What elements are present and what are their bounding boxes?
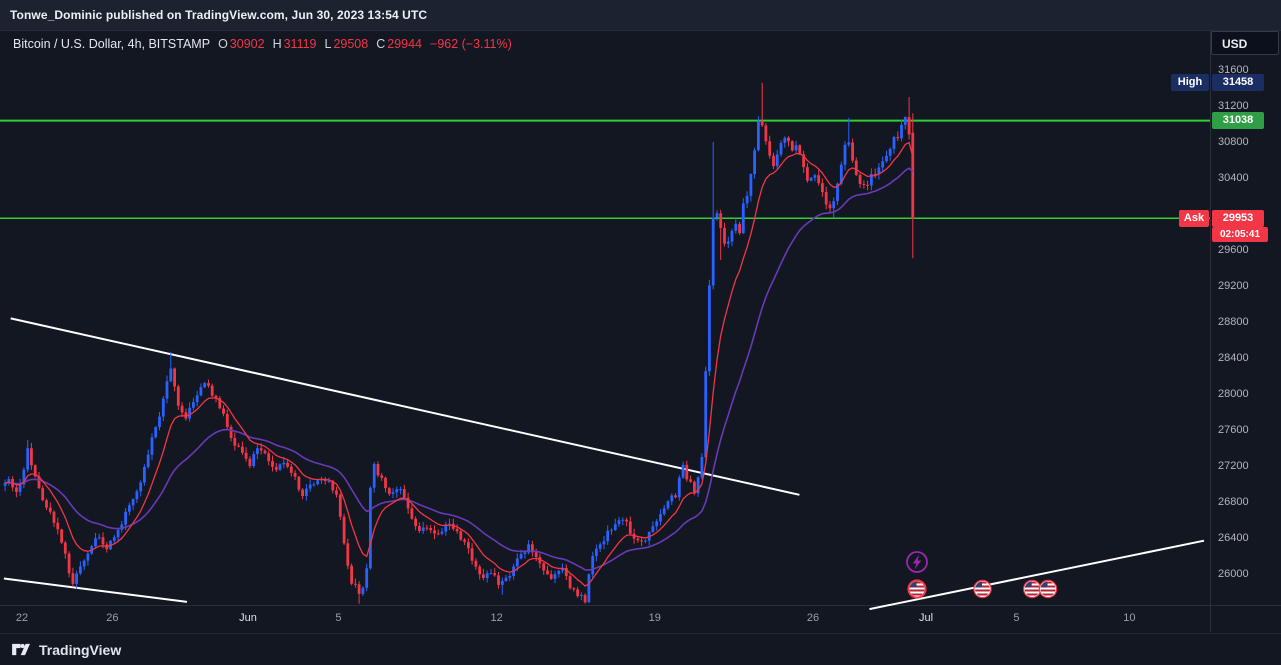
high-label-tag: High [1171, 74, 1209, 92]
footer-bar: TradingView [0, 633, 1281, 665]
high-label: H [272, 37, 282, 51]
x-axis-tick-label: 5 [335, 612, 342, 624]
x-axis-tick-label: 19 [648, 612, 661, 624]
us-flag-event-icon[interactable] [907, 579, 927, 599]
y-axis-tick-label: 29600 [1218, 244, 1249, 256]
price-axis[interactable]: 31600 31200 30800 30400 29600 29200 28800 28400… [1211, 0, 1281, 665]
y-axis-tick-label: 28800 [1218, 316, 1249, 328]
close-label: C [376, 37, 386, 51]
y-axis-tick-label: 30400 [1218, 172, 1249, 184]
x-axis-tick-label: Jun [239, 612, 257, 624]
bar-close-countdown: 02:05:41 [1212, 227, 1268, 243]
symbol-title[interactable]: Bitcoin / U.S. Dollar, 4h, BITSTAMP [13, 37, 211, 51]
y-axis-tick-label: 26000 [1218, 568, 1249, 580]
y-axis-tick-label: 26400 [1218, 532, 1249, 544]
trendline[interactable] [10, 317, 800, 496]
trendline[interactable] [869, 539, 1205, 611]
trendline[interactable] [3, 577, 188, 603]
publish-bar: Tonwe_Dominic published on TradingView.c… [0, 0, 1281, 31]
y-axis-tick-label: 30800 [1218, 136, 1249, 148]
tradingview-logo-icon[interactable] [10, 641, 31, 658]
us-flag-event-icon[interactable] [973, 579, 992, 599]
y-axis-tick-label: 27200 [1218, 460, 1249, 472]
high-value: 31119 [283, 37, 317, 51]
x-axis-tick-label: 5 [1013, 612, 1020, 624]
close-value: 29944 [387, 37, 423, 51]
us-flag-event-icon[interactable] [1038, 579, 1058, 599]
economic-event-lightning-icon[interactable] [906, 551, 928, 573]
x-axis-tick-label: 22 [15, 612, 29, 624]
level-price-label: 31038 [1212, 112, 1264, 130]
x-axis-tick-label: 10 [1123, 612, 1136, 624]
tradingview-wordmark[interactable]: TradingView [39, 641, 122, 658]
low-label: L [324, 37, 332, 51]
ask-label-tag: Ask [1179, 209, 1209, 227]
change-value: −962 (−3.11%) [430, 37, 512, 51]
y-axis-tick-label: 28000 [1218, 388, 1249, 400]
y-axis-tick-label: 27600 [1218, 424, 1249, 436]
y-axis-tick-label: 31600 [1218, 64, 1249, 76]
low-value: 29508 [333, 37, 369, 51]
high-price-label: 31458 [1212, 74, 1264, 92]
x-axis-tick-label: Jul [918, 612, 934, 624]
x-axis-tick-label: 12 [490, 612, 503, 624]
us-flag-event-icon[interactable] [1022, 579, 1042, 599]
y-axis-tick-label: 31200 [1218, 100, 1249, 112]
candles-layer [3, 82, 915, 604]
open-label: O [218, 37, 228, 51]
slow-ma-line [5, 167, 914, 571]
y-axis-tick-label: 28400 [1218, 352, 1249, 364]
currency-selector[interactable]: USD [1211, 31, 1279, 55]
symbol-legend: Bitcoin / U.S. Dollar, 4h, BITSTAMP O 3090… [13, 37, 512, 51]
x-axis-tick-label: 26 [806, 612, 820, 624]
fast-ma-line [4, 141, 914, 587]
ask-price-label: 29953 [1212, 209, 1264, 227]
y-axis-tick-label: 29200 [1218, 280, 1249, 292]
open-value: 30902 [229, 37, 265, 51]
y-axis-tick-label: 26800 [1218, 496, 1249, 508]
publish-text: Tonwe_Dominic published on TradingView.c… [10, 8, 428, 22]
x-axis-tick-label: 26 [106, 612, 119, 624]
